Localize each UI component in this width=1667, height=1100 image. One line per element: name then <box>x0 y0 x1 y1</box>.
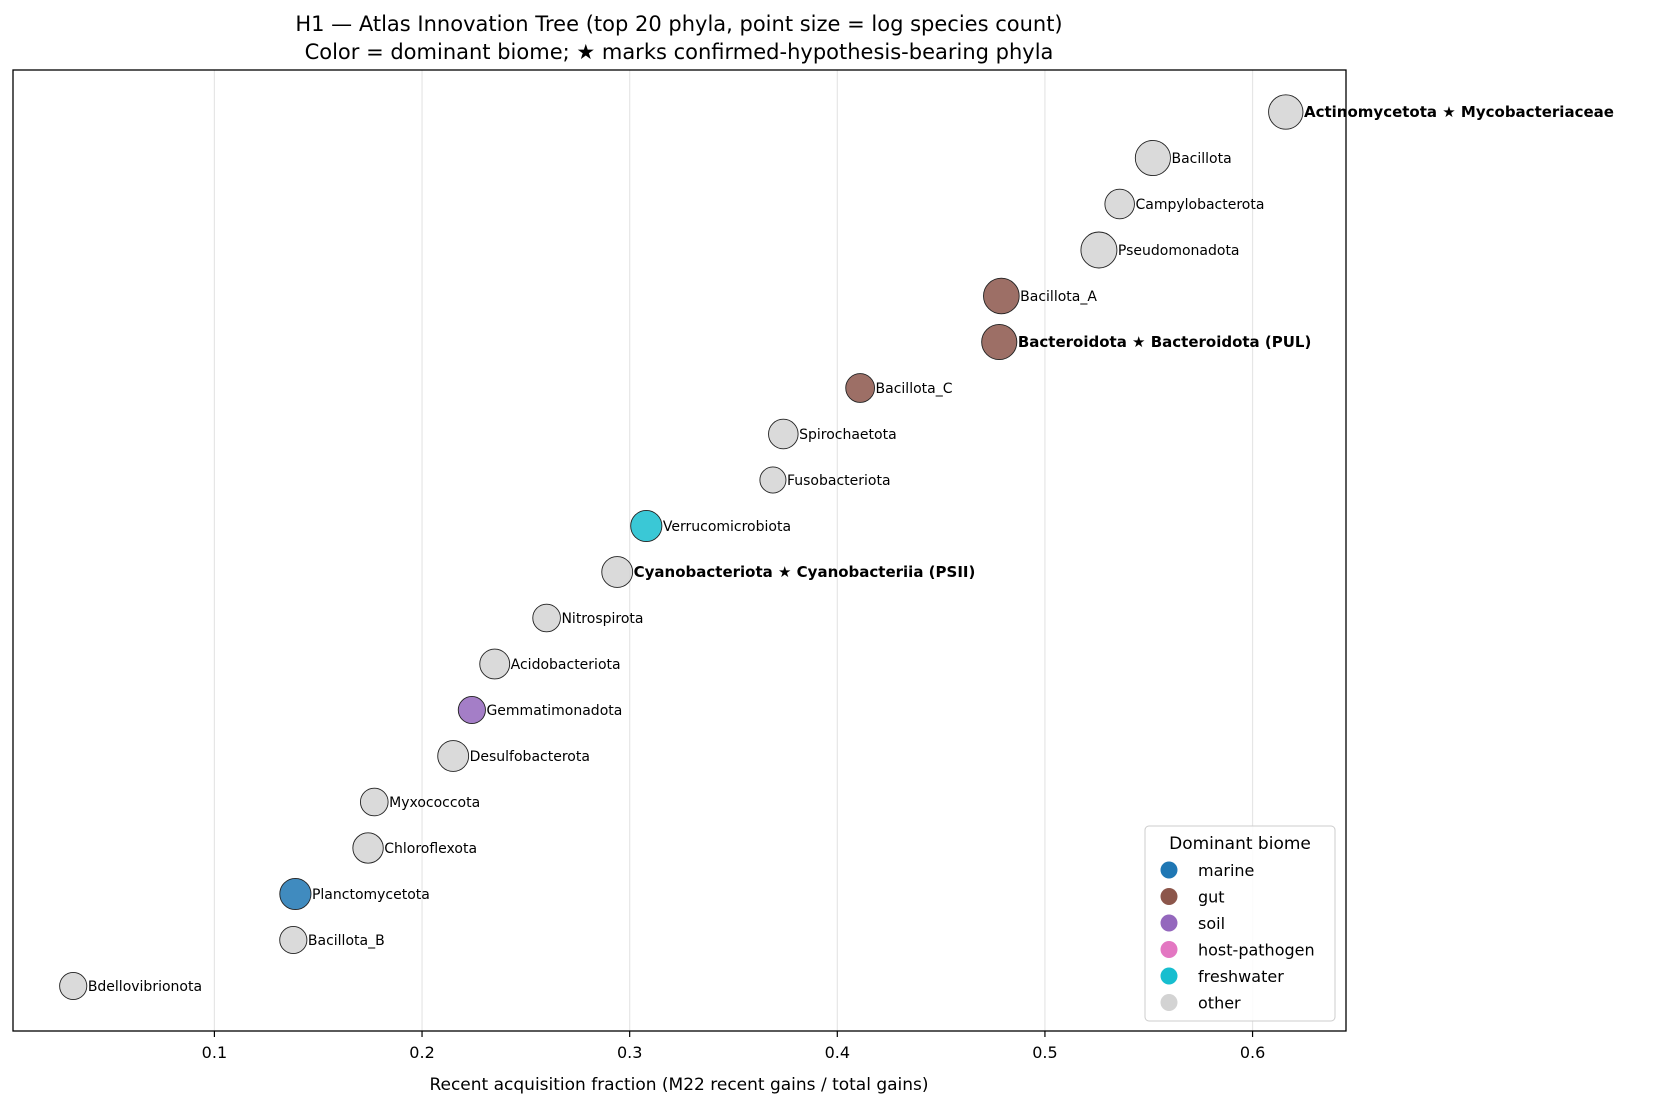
legend-marker <box>1160 888 1178 905</box>
legend-box <box>1144 825 1336 1022</box>
data-point <box>59 971 88 1001</box>
point-label: Bdellovibrionota <box>88 979 202 995</box>
data-point <box>1134 139 1171 177</box>
chart-subtitle: Color = dominant biome; ★ marks confirme… <box>305 40 1054 64</box>
data-point <box>1104 188 1135 220</box>
data-point <box>1268 94 1304 130</box>
data-point <box>352 832 384 864</box>
point-labels: Actinomycetota ★ Mycobacteriaceae Bacillo… <box>88 103 1614 995</box>
legend-marker <box>1160 861 1178 879</box>
data-point <box>983 277 1020 315</box>
point-label: Actinomycetota ★ Mycobacteriaceae <box>1304 103 1614 121</box>
point-label: Bacillota_C <box>876 381 953 397</box>
data-point <box>630 509 663 543</box>
point-label: Campylobacterota <box>1135 197 1264 213</box>
point-label: Bacillota_A <box>1020 289 1097 305</box>
point-label: Nitrospirota <box>561 611 643 627</box>
legend-marker <box>1160 914 1178 932</box>
data-point <box>479 648 511 680</box>
x-tick-label: 0.5 <box>1032 1043 1057 1062</box>
plot-frame <box>12 69 1347 1032</box>
point-label: Spirochaetota <box>799 427 897 443</box>
gridlines <box>213 70 1254 1031</box>
data-point <box>601 556 634 588</box>
legend-marker <box>1160 967 1178 985</box>
data-point <box>279 925 308 955</box>
data-point <box>457 695 486 725</box>
data-point <box>981 323 1018 361</box>
legend-label: host-pathogen <box>1198 941 1315 960</box>
x-axis-label: Recent acquisition fraction (M22 recent … <box>429 1075 928 1095</box>
data-point <box>759 466 787 494</box>
point-label: Pseudomonadota <box>1118 243 1240 259</box>
legend-label: other <box>1198 994 1241 1013</box>
point-label: Bacillota <box>1172 151 1232 167</box>
point-label: Gemmatimonadota <box>486 703 622 719</box>
data-point <box>845 373 875 403</box>
x-axis-ticks: 0.1 0.2 0.3 0.4 0.5 0.6 <box>202 1031 1265 1062</box>
x-tick-label: 0.1 <box>202 1043 227 1062</box>
point-label: Fusobacteriota <box>787 473 891 489</box>
legend-label: marine <box>1198 861 1254 880</box>
data-point <box>1080 231 1118 269</box>
point-label: Planctomycetota <box>312 887 430 903</box>
data-point <box>279 877 312 911</box>
x-tick-label: 0.2 <box>409 1043 434 1062</box>
legend-marker <box>1160 994 1178 1011</box>
point-label: Acidobacteriota <box>511 657 621 673</box>
data-point <box>437 740 470 772</box>
point-label: Bacteroidota ★ Bacteroidota (PUL) <box>1018 333 1312 351</box>
point-label: Verrucomicrobiota <box>663 519 791 535</box>
x-tick-label: 0.6 <box>1240 1043 1265 1062</box>
legend-title: Dominant biome <box>1169 834 1311 854</box>
point-label: Bacillota_B <box>308 933 385 949</box>
legend-label: soil <box>1198 914 1225 933</box>
x-tick-label: 0.4 <box>825 1043 850 1062</box>
legend-label: freshwater <box>1198 967 1284 986</box>
x-tick-label: 0.3 <box>617 1043 642 1062</box>
legend-marker <box>1160 941 1178 958</box>
data-points <box>59 94 1304 1001</box>
point-label: Desulfobacterota <box>470 749 590 765</box>
legend: Dominant biome marine gut soil host-pathoge… <box>1144 825 1336 1022</box>
data-point <box>532 603 561 633</box>
chart-title: H1 — Atlas Innovation Tree (top 20 phyla… <box>295 12 1062 36</box>
data-point <box>359 787 389 817</box>
legend-label: gut <box>1198 888 1225 907</box>
point-label: Myxococcota <box>389 795 480 811</box>
point-label: Chloroflexota <box>384 841 477 857</box>
data-point <box>768 418 799 450</box>
point-label: Cyanobacteriota ★ Cyanobacteriia (PSII) <box>634 563 976 581</box>
